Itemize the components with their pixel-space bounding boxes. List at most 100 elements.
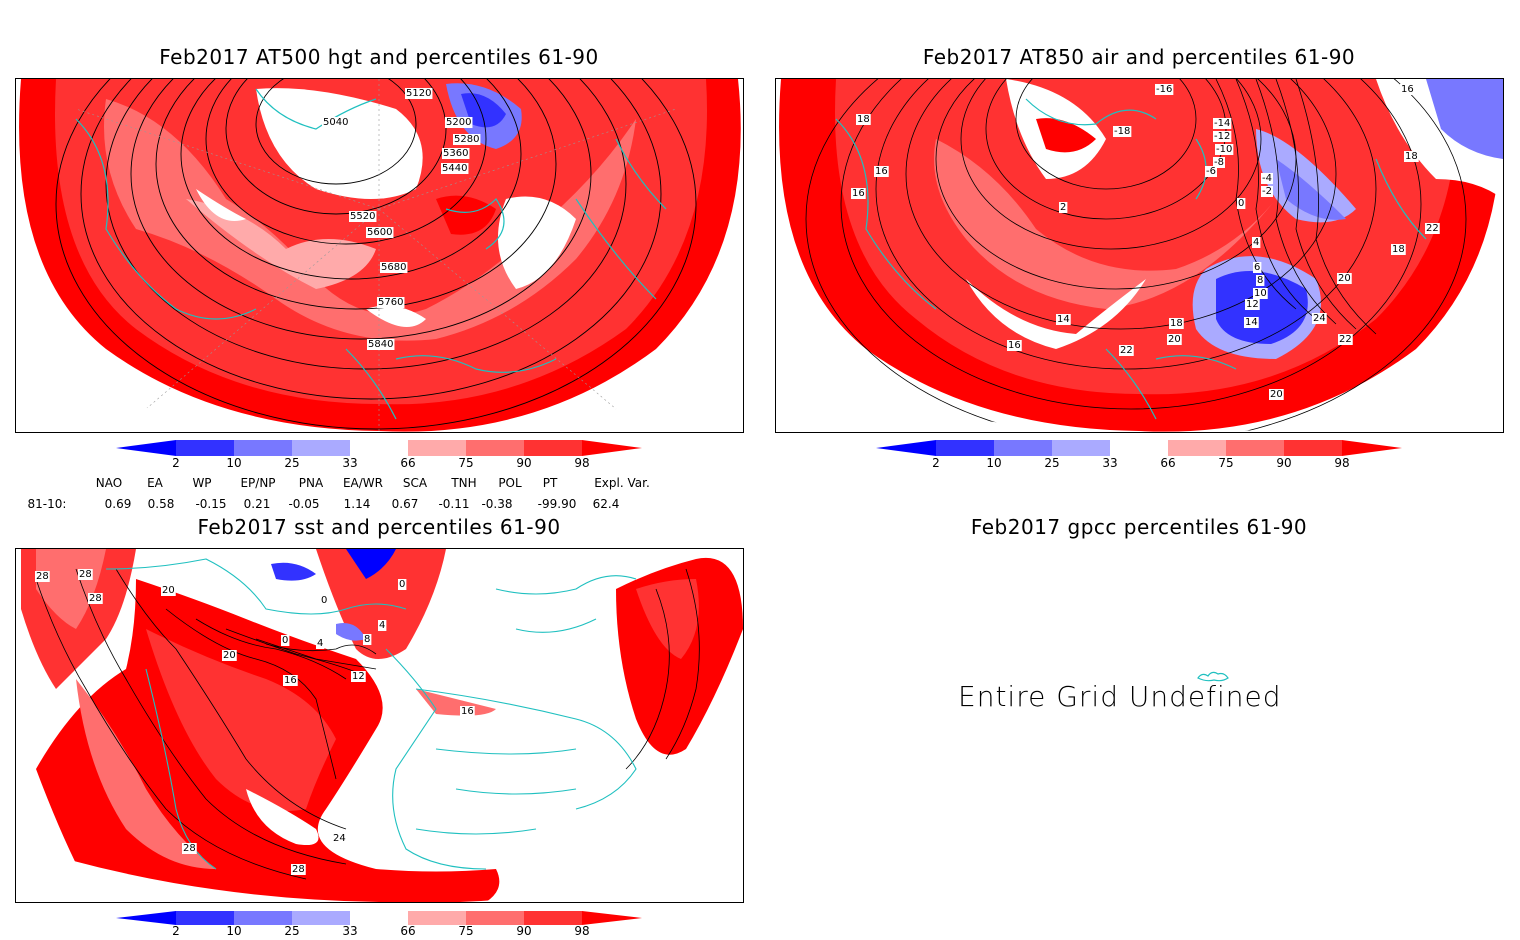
contour-label: 8 xyxy=(364,634,370,645)
contour-label: 8 xyxy=(1257,275,1263,286)
colorbar-label: 66 xyxy=(1160,456,1176,470)
contour-label: -18 xyxy=(1114,126,1130,137)
index-value: 1.14 xyxy=(343,497,371,511)
indices-values-row: 81-10: 0.69 0.58 -0.15 0.21 -0.05 1.14 0… xyxy=(0,497,760,513)
contour-label-box xyxy=(291,864,306,875)
colorbar-label: 75 xyxy=(458,924,474,938)
contour-label: 5440 xyxy=(442,163,467,174)
contour-label-box xyxy=(1215,144,1234,155)
colorbar-label: 66 xyxy=(400,456,416,470)
index-header: PT xyxy=(542,476,558,490)
contour-label-box xyxy=(182,843,197,854)
contour-label-box xyxy=(405,88,433,99)
contour-label-box xyxy=(281,635,290,646)
gpcc-undefined-message: Entire Grid Undefined xyxy=(958,680,1282,713)
contour-label-box xyxy=(351,671,366,682)
contour-label-box xyxy=(322,117,350,128)
colorbar-label: 90 xyxy=(516,456,532,470)
sst-colorbar: 2 10 25 33 66 75 90 98 xyxy=(116,910,642,940)
colorbar-label: 25 xyxy=(284,924,300,938)
contour-label: 5600 xyxy=(367,227,392,238)
contour-label-box xyxy=(1113,126,1132,137)
contour-label-box xyxy=(1312,313,1327,324)
colorbar-swatches xyxy=(876,440,1402,456)
contour-label-box xyxy=(1425,223,1440,234)
contour-label: 18 xyxy=(1405,151,1418,162)
contour-label-box xyxy=(283,675,298,686)
contour-label: 10 xyxy=(1254,288,1267,299)
colorbar-label: 10 xyxy=(226,456,242,470)
contour-label-box xyxy=(1059,202,1068,213)
hgt-contour-labels: 5040 5120 5200 5280 5360 5440 5520 5600 … xyxy=(322,88,481,350)
index-value: -0.11 xyxy=(438,497,470,511)
colorbar-swatches xyxy=(116,440,642,456)
contour-label: 16 xyxy=(875,166,888,177)
gpcc-panel-title: Feb2017 gpcc percentiles 61-90 xyxy=(970,515,1308,539)
colorbar-label: 90 xyxy=(516,924,532,938)
contour-label-box xyxy=(1213,118,1232,129)
contour-label: 20 xyxy=(1168,334,1181,345)
colorbar-label: 90 xyxy=(1276,456,1292,470)
contour-label-box xyxy=(1119,345,1134,356)
contour-label: 28 xyxy=(36,571,49,582)
contour-label: 28 xyxy=(183,843,196,854)
contour-label: -4 xyxy=(1262,173,1272,184)
contour-label-box xyxy=(35,571,50,582)
contour-label: 28 xyxy=(89,593,102,604)
contour-label: 16 xyxy=(1008,340,1021,351)
colorbar-label: 25 xyxy=(1044,456,1060,470)
air-map: 18 16 16 -16 -18 -14 -12 -10 -8 -6 -4 -2… xyxy=(775,78,1504,433)
contour-label: 5760 xyxy=(378,297,403,308)
contour-label-box xyxy=(1337,273,1352,284)
index-value: 0.67 xyxy=(391,497,419,511)
index-header: POL xyxy=(498,476,522,490)
contour-label-box xyxy=(1252,237,1261,248)
index-header: EP/NP xyxy=(240,476,276,490)
contour-label: 18 xyxy=(1170,318,1183,329)
contour-label-box xyxy=(1237,198,1246,209)
contour-label-box xyxy=(1167,334,1182,345)
contour-label-box xyxy=(1056,314,1071,325)
colorbar-label: 75 xyxy=(1218,456,1234,470)
index-value: -0.38 xyxy=(481,497,513,511)
contour-label: 2 xyxy=(1060,202,1066,213)
contour-label-box xyxy=(1253,262,1262,273)
contour-label: 5040 xyxy=(323,117,348,128)
air-contour-labels: 18 16 16 -16 -18 -14 -12 -10 -8 -6 -4 -2… xyxy=(851,84,1440,400)
contour-label-box xyxy=(398,579,407,590)
contour-label-box xyxy=(1244,317,1259,328)
contour-label-box xyxy=(460,706,475,717)
hgt-colorbar: 2 10 25 33 66 75 90 98 xyxy=(116,440,642,474)
contour-label-box xyxy=(856,114,871,125)
contour-label: -12 xyxy=(1214,131,1230,142)
sst-map: 28 28 28 20 20 16 12 8 4 4 0 0 0 24 28 2… xyxy=(15,548,744,903)
contour-label: 22 xyxy=(1120,345,1133,356)
contour-label: 24 xyxy=(1313,313,1326,324)
contour-label-box xyxy=(349,211,377,222)
contour-label-box xyxy=(1007,340,1022,351)
contour-label: -16 xyxy=(1156,84,1172,95)
contour-label-box xyxy=(78,569,93,580)
index-value: 0.69 xyxy=(104,497,132,511)
contour-label-box xyxy=(851,188,866,199)
contour-label-box xyxy=(453,134,481,145)
index-header: NAO xyxy=(95,476,123,490)
contour-label: 5280 xyxy=(454,134,479,145)
contour-label: 18 xyxy=(1392,244,1405,255)
contour-label: 12 xyxy=(1246,299,1259,310)
contour-label: 16 xyxy=(1401,84,1414,95)
contour-label: 0 xyxy=(321,595,327,606)
contour-label-box xyxy=(1269,389,1284,400)
index-header: EA/WR xyxy=(342,476,384,490)
colorbar-label: 98 xyxy=(574,456,590,470)
contour-label-box xyxy=(1391,244,1406,255)
contour-label: 22 xyxy=(1426,223,1439,234)
index-header: PNA xyxy=(298,476,324,490)
index-value: -99.90 xyxy=(537,497,577,511)
index-header: WP xyxy=(192,476,212,490)
contour-label: 20 xyxy=(1270,389,1283,400)
colorbar-label: 33 xyxy=(1102,456,1118,470)
contour-label: 16 xyxy=(461,706,474,717)
contour-label-box xyxy=(380,262,408,273)
colorbar-label: 98 xyxy=(1334,456,1350,470)
